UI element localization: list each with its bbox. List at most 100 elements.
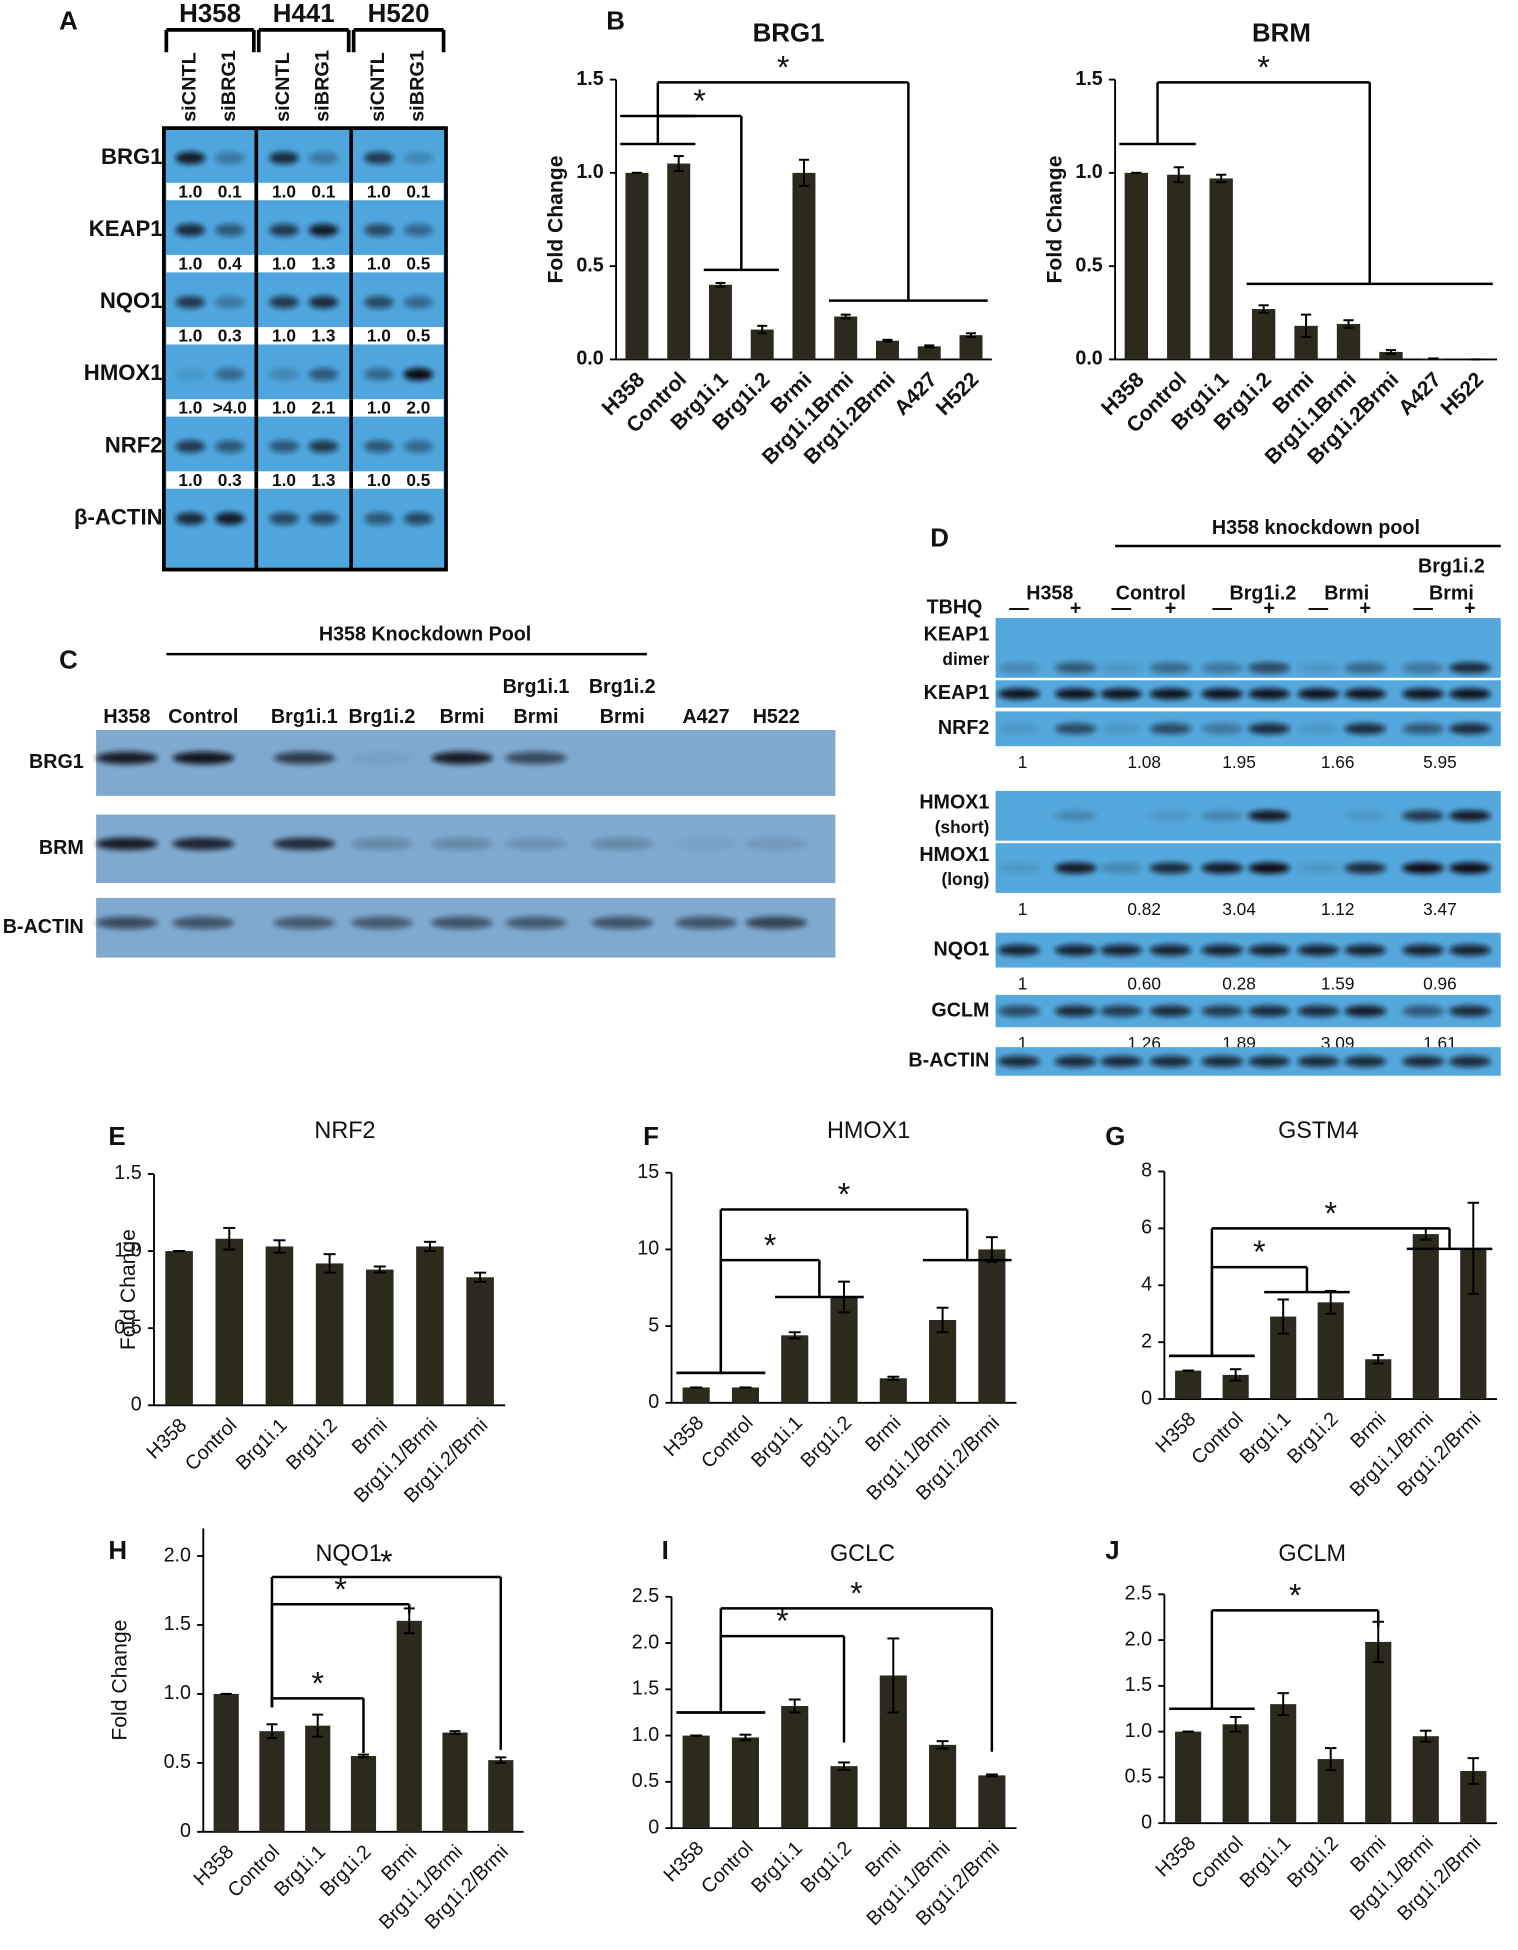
x-tick-label: Control bbox=[181, 1414, 241, 1475]
error-bar bbox=[495, 1756, 507, 1764]
bar bbox=[731, 1387, 759, 1403]
y-tick-label: 2 bbox=[1141, 1330, 1152, 1352]
error-bar bbox=[936, 1306, 949, 1334]
y-tick-label: 0.0 bbox=[576, 348, 603, 370]
row-label: HMOX1 bbox=[84, 360, 163, 385]
y-tick-label: 0 bbox=[648, 1391, 659, 1413]
quant-label: 1.0 bbox=[178, 326, 202, 346]
blot-band bbox=[269, 440, 299, 453]
bar bbox=[682, 1387, 710, 1403]
blot-band bbox=[1201, 688, 1244, 700]
treatment-sign: + bbox=[1263, 598, 1275, 620]
row-label: BRG1 bbox=[29, 751, 84, 773]
y-tick-label: 1.5 bbox=[576, 68, 603, 90]
quant-label: 0.60 bbox=[1127, 973, 1161, 993]
quant-label: 1.0 bbox=[272, 398, 296, 418]
blot-band bbox=[1248, 723, 1291, 735]
blot-band bbox=[1344, 723, 1387, 735]
bar bbox=[731, 1737, 759, 1829]
blot-band bbox=[1248, 662, 1291, 674]
error-bar bbox=[474, 1271, 487, 1283]
bar bbox=[708, 284, 732, 360]
panel-letter: J bbox=[1105, 1535, 1119, 1565]
error-bar bbox=[1258, 304, 1269, 314]
blot-band bbox=[215, 512, 245, 525]
y-tick-label: 2.0 bbox=[164, 1544, 191, 1566]
quant-label: 1 bbox=[1018, 752, 1028, 772]
blot-band bbox=[1402, 688, 1445, 700]
blot-band bbox=[1297, 1005, 1340, 1017]
quant-strip bbox=[166, 471, 444, 489]
blot-band bbox=[1248, 688, 1291, 700]
error-bar bbox=[323, 1253, 336, 1274]
bar bbox=[1175, 1731, 1202, 1824]
blot-band bbox=[998, 862, 1040, 874]
bar bbox=[959, 335, 983, 360]
quant-label: 0.28 bbox=[1222, 973, 1256, 993]
blot-band bbox=[1344, 662, 1387, 674]
error-bar bbox=[312, 1713, 324, 1738]
blot-band bbox=[675, 916, 737, 929]
error-bar bbox=[223, 1226, 236, 1251]
blot-band bbox=[175, 512, 206, 525]
blot-band bbox=[1402, 1055, 1445, 1068]
row-label: B-ACTIN bbox=[3, 916, 84, 938]
significance-star: * bbox=[1324, 1195, 1337, 1231]
blot-band bbox=[269, 223, 299, 237]
group-label: Brg1i.2 bbox=[1230, 583, 1297, 605]
blot-frame bbox=[162, 126, 448, 572]
y-tick-label: 0.5 bbox=[114, 1316, 141, 1338]
y-axis-label: Fold Change bbox=[545, 156, 568, 284]
quant-label: 1.3 bbox=[311, 253, 335, 273]
blot-band bbox=[1297, 1055, 1340, 1068]
treatment-label: TBHQ bbox=[927, 596, 983, 618]
lane-label: siBRG1 bbox=[312, 50, 334, 122]
blot-band bbox=[1100, 662, 1143, 674]
blot-band bbox=[269, 295, 299, 309]
y-tick-label: 1.0 bbox=[1075, 161, 1102, 183]
bar bbox=[1365, 1641, 1392, 1824]
blot-band bbox=[273, 916, 336, 929]
bar bbox=[781, 1335, 809, 1403]
blot-band bbox=[505, 751, 567, 765]
blot-band bbox=[1248, 1005, 1291, 1017]
quant-label: 3.04 bbox=[1222, 899, 1256, 919]
quant-label: 3.47 bbox=[1423, 899, 1457, 919]
error-bar bbox=[266, 1723, 278, 1740]
row-label: NQO1 bbox=[100, 288, 163, 313]
error-bar bbox=[1372, 1353, 1384, 1365]
y-tick-label: 1.5 bbox=[1125, 1674, 1152, 1696]
blot-band bbox=[172, 916, 235, 929]
x-tick-label: Brmi bbox=[348, 1414, 392, 1459]
error-bar bbox=[1216, 173, 1227, 184]
lane-label: Brg1i.2 bbox=[589, 676, 656, 698]
blot-band bbox=[1201, 862, 1244, 874]
panel-letter: D bbox=[930, 523, 949, 553]
blot-band bbox=[1344, 862, 1387, 874]
treatment-sign: — bbox=[1111, 598, 1131, 620]
bar bbox=[1317, 1302, 1344, 1400]
error-bar bbox=[788, 1698, 801, 1714]
treatment-sign: + bbox=[1464, 598, 1476, 620]
blot-band bbox=[1201, 723, 1244, 735]
bar bbox=[215, 1238, 244, 1406]
y-axis-label: Fold Change bbox=[1044, 156, 1067, 284]
blot-band bbox=[1149, 1055, 1192, 1068]
blot-band bbox=[1402, 662, 1445, 674]
bar bbox=[917, 346, 941, 360]
blot-band bbox=[675, 837, 737, 851]
y-tick-label: 15 bbox=[637, 1161, 659, 1183]
blot-band bbox=[269, 512, 299, 525]
blot-band bbox=[96, 837, 158, 851]
blot-band bbox=[1201, 1055, 1244, 1068]
bar bbox=[259, 1731, 285, 1832]
bar bbox=[750, 329, 774, 360]
bar bbox=[1222, 1724, 1249, 1824]
row-label: BRM bbox=[39, 837, 84, 859]
quant-strip bbox=[166, 182, 444, 201]
y-tick-label: 10 bbox=[637, 1238, 659, 1260]
blot-band bbox=[1149, 810, 1192, 822]
treatment-sign: — bbox=[1009, 598, 1029, 620]
blot-band bbox=[403, 151, 434, 165]
